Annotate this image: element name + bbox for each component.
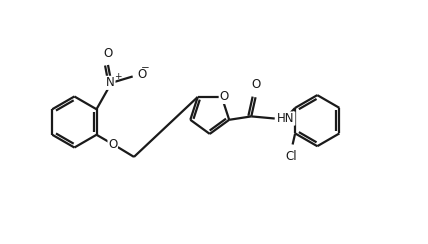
Text: O: O xyxy=(137,68,146,81)
Text: −: − xyxy=(141,63,150,73)
Text: O: O xyxy=(219,91,229,103)
Text: HN: HN xyxy=(277,112,295,125)
Text: O: O xyxy=(104,47,113,60)
Text: +: + xyxy=(113,72,121,81)
Text: N: N xyxy=(106,76,115,89)
Text: O: O xyxy=(251,78,260,91)
Text: O: O xyxy=(108,138,117,151)
Text: Cl: Cl xyxy=(285,150,297,163)
